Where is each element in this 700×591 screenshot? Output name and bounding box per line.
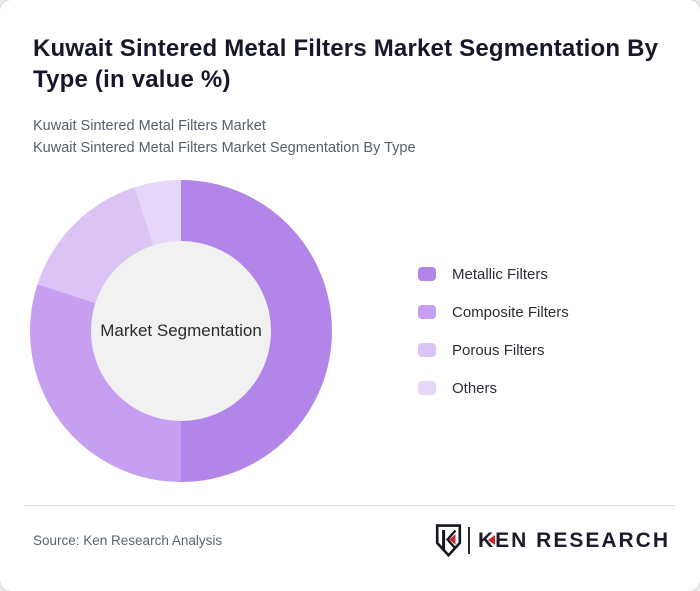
- subtitle-line-2: Kuwait Sintered Metal Filters Market Seg…: [33, 140, 416, 156]
- source-note: Source: Ken Research Analysis: [33, 532, 223, 548]
- legend-swatch: [418, 343, 436, 357]
- legend-swatch: [418, 305, 436, 319]
- ken-research-shield-icon: [435, 523, 462, 557]
- legend-item: Composite Filters: [418, 303, 569, 321]
- donut-center-label: Market Segmentation: [100, 321, 262, 340]
- logo-red-triangle-icon: [488, 535, 496, 545]
- footer-divider: [25, 505, 675, 506]
- logo-wordmark: K EN RESEARCH: [477, 528, 670, 552]
- chart-area: Market Segmentation Metallic Filters Comp…: [30, 180, 700, 482]
- legend-label: Metallic Filters: [452, 265, 548, 283]
- legend-item: Others: [418, 379, 569, 397]
- donut-center: Market Segmentation: [91, 241, 271, 421]
- ken-research-logo: K EN RESEARCH: [435, 523, 670, 557]
- legend-item: Porous Filters: [418, 341, 569, 359]
- legend-label: Porous Filters: [452, 341, 545, 359]
- legend-swatch: [418, 267, 436, 281]
- legend-item: Metallic Filters: [418, 265, 569, 283]
- legend-label: Others: [452, 379, 498, 397]
- subtitle-block: Kuwait Sintered Metal Filters Market Kuw…: [33, 115, 667, 159]
- subtitle-line-1: Kuwait Sintered Metal Filters Market: [33, 118, 266, 134]
- legend-label: Composite Filters: [452, 303, 569, 321]
- page-title: Kuwait Sintered Metal Filters Market Seg…: [33, 35, 659, 93]
- footer: Source: Ken Research Analysis K EN RESEAR…: [33, 520, 670, 560]
- donut-chart: Market Segmentation: [30, 180, 332, 482]
- chart-legend: Metallic Filters Composite Filters Porous …: [418, 265, 569, 397]
- legend-swatch: [418, 381, 436, 395]
- logo-separator: [467, 526, 470, 554]
